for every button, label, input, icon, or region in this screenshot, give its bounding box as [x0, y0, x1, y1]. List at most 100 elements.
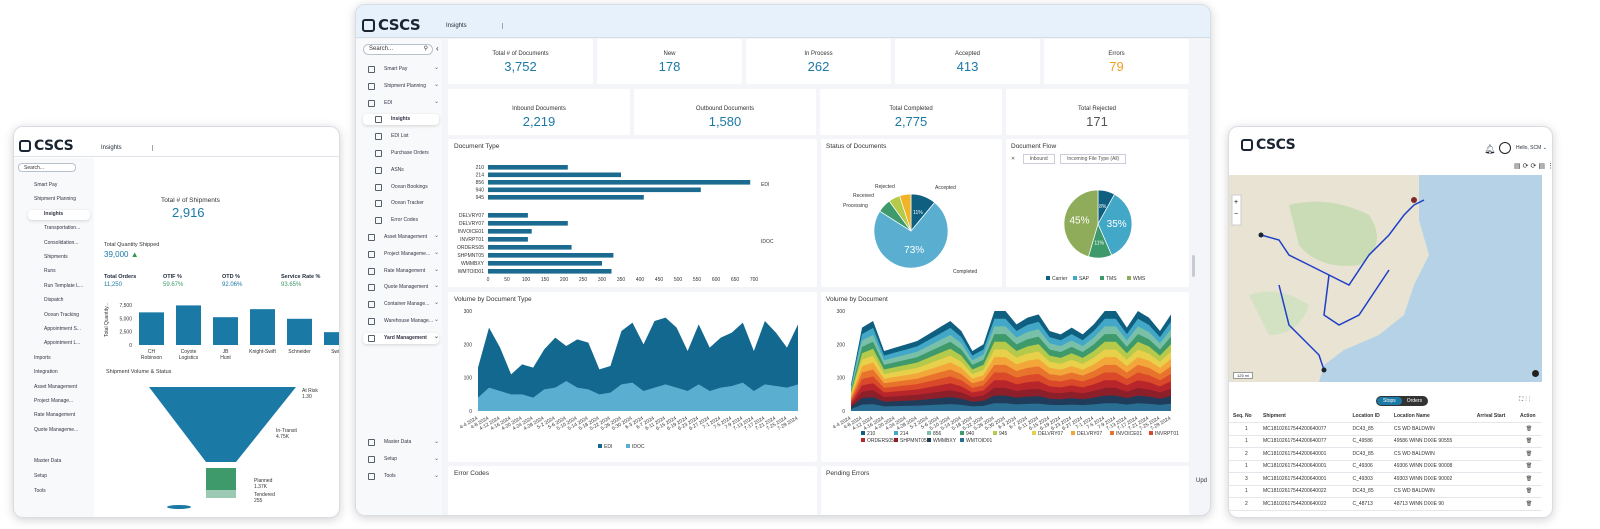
- main-tab-insights[interactable]: Insights: [446, 23, 503, 29]
- table-header-cell[interactable]: Location Name: [1389, 410, 1473, 423]
- filter-file-type[interactable]: Incoming File Type (All): [1060, 154, 1127, 164]
- left-sidebar-item[interactable]: Asset Management: [34, 383, 78, 390]
- toolbar-icons[interactable]: ▤⟳⟳▤⋮: [1514, 163, 1553, 170]
- left-sidebar-item[interactable]: Appointment S...: [44, 326, 81, 332]
- pie-slice[interactable]: [873, 201, 949, 269]
- main-sidebar-item[interactable]: Insights: [363, 114, 439, 126]
- delete-icon[interactable]: 🗑︎: [1516, 497, 1542, 511]
- doc-type-bar[interactable]: [488, 237, 528, 242]
- doc-type-bar[interactable]: [488, 269, 612, 274]
- doc-type-bar[interactable]: [488, 213, 528, 218]
- left-bar[interactable]: [287, 318, 312, 345]
- left-sidebar-bottom-item[interactable]: Tools: [34, 488, 46, 494]
- delete-icon[interactable]: 🗑︎: [1516, 472, 1542, 486]
- left-bar[interactable]: [250, 309, 275, 345]
- table-row[interactable]: 3 MC18102617544200640001 C_49303 49303 WINN…: [1229, 472, 1542, 486]
- main-sidebar-item[interactable]: Error Codes: [363, 215, 439, 226]
- doc-type-bar[interactable]: [488, 261, 602, 266]
- left-sidebar-item[interactable]: Integration: [34, 369, 58, 376]
- main-sidebar-bottom-item[interactable]: Master Data ⌄: [363, 438, 439, 449]
- main-sidebar-item[interactable]: Asset Management ⌄: [363, 232, 439, 243]
- doc-type-bar[interactable]: [488, 195, 644, 200]
- table-tool-icons[interactable]: ⛶⋮⋮: [1519, 397, 1533, 403]
- doc-type-bar[interactable]: [488, 172, 621, 178]
- collapse-sidebar-icon[interactable]: ‹: [436, 44, 439, 53]
- table-header-cell[interactable]: Location ID: [1348, 410, 1390, 423]
- pie-slice[interactable]: [899, 193, 912, 232]
- main-sidebar-item[interactable]: Ocean Bookings: [363, 182, 439, 193]
- left-sidebar-item[interactable]: Appointment L...: [44, 340, 81, 347]
- delete-icon[interactable]: 🗑︎: [1516, 435, 1542, 448]
- table-row[interactable]: 1 MC18102617544200640077 C_49586 49586 WINN…: [1229, 435, 1542, 448]
- area-series-idoc[interactable]: [478, 381, 798, 411]
- left-sidebar-item[interactable]: Quote Manageme...: [34, 426, 79, 433]
- doc-type-bar[interactable]: [488, 187, 701, 193]
- doc-type-bar[interactable]: [488, 245, 572, 250]
- main-sidebar-item[interactable]: Smart Pay ⌄: [363, 64, 439, 75]
- stack-layer[interactable]: [851, 403, 1171, 411]
- left-bar[interactable]: [139, 312, 164, 345]
- main-sidebar-item[interactable]: Yard Management ⌄: [363, 332, 439, 344]
- delete-icon[interactable]: 🗑︎: [1516, 422, 1542, 436]
- table-row[interactable]: 2 MC18102617544200640022 C_48713 48713 WINN…: [1229, 497, 1542, 511]
- main-sidebar-bottom-item[interactable]: Setup ⌄: [363, 455, 439, 466]
- main-sidebar-item[interactable]: Warehouse Manage... ⌄: [363, 316, 439, 327]
- zoom-out-icon[interactable]: −: [1234, 211, 1238, 218]
- map-stop-1[interactable]: [1258, 232, 1264, 238]
- doc-type-bar[interactable]: [488, 165, 568, 170]
- left-sidebar-item[interactable]: Shipments: [44, 254, 68, 260]
- left-tab-insights[interactable]: Insights: [101, 145, 153, 151]
- main-search-input[interactable]: Search... ⚲: [363, 44, 433, 55]
- left-sidebar-item[interactable]: Imports: [34, 354, 51, 361]
- map-info-icon[interactable]: [1532, 370, 1539, 377]
- main-sidebar-item[interactable]: Purchase Orders: [363, 148, 439, 159]
- left-sidebar-item[interactable]: Project Manage...: [34, 398, 74, 404]
- left-sidebar-bottom-item[interactable]: Setup: [34, 473, 48, 479]
- main-sidebar-item[interactable]: EDI ⌄: [363, 98, 439, 109]
- delete-icon[interactable]: 🗑︎: [1516, 485, 1542, 498]
- delete-icon[interactable]: 🗑︎: [1516, 460, 1542, 473]
- table-row[interactable]: 1 MC18102617544200640001 C_49306 49306 WINN…: [1229, 460, 1542, 473]
- left-search-input[interactable]: Search...: [18, 163, 76, 172]
- user-avatar-icon[interactable]: [1499, 142, 1511, 154]
- main-sidebar-item[interactable]: Shipment Planning ⌄: [363, 81, 439, 92]
- zoom-in-icon[interactable]: +: [1234, 199, 1238, 206]
- left-sidebar-item[interactable]: Run Template L...: [44, 282, 84, 289]
- clear-filter-icon[interactable]: ✕: [1011, 156, 1016, 162]
- left-sidebar-item[interactable]: Rate Management: [34, 412, 76, 419]
- table-header-cell[interactable]: Arrival Start: [1472, 410, 1516, 423]
- table-row[interactable]: 2 MC18102617544200640001 DC43_85 CS WD BALD…: [1229, 447, 1542, 461]
- doc-type-bar[interactable]: [488, 229, 532, 234]
- left-sidebar-item[interactable]: Transportation...: [44, 225, 81, 232]
- main-sidebar-item[interactable]: Rate Management ⌄: [363, 266, 439, 277]
- left-sidebar-bottom-item[interactable]: Master Data: [34, 458, 62, 464]
- filter-inbound[interactable]: Inbound: [1022, 154, 1055, 164]
- left-sidebar-item[interactable]: Runs: [44, 268, 56, 275]
- tab-orders[interactable]: Orders: [1406, 398, 1423, 404]
- user-greeting[interactable]: Hello, SCM ⌄: [1516, 145, 1547, 151]
- doc-type-bar[interactable]: [488, 253, 614, 258]
- left-bar[interactable]: [176, 305, 201, 345]
- left-sidebar-item[interactable]: Dispatch: [44, 297, 64, 304]
- table-header-cell[interactable]: Seq. No: [1229, 410, 1260, 423]
- route-map[interactable]: + −: [1229, 175, 1542, 382]
- left-sidebar-item[interactable]: Insights: [28, 209, 90, 220]
- table-header-cell[interactable]: Shipment: [1259, 410, 1349, 423]
- left-bar[interactable]: [324, 332, 340, 345]
- left-sidebar-item[interactable]: Ocean Tracking: [44, 311, 80, 318]
- table-header-cell[interactable]: Action: [1516, 410, 1542, 423]
- map-stop-3[interactable]: [1411, 197, 1417, 203]
- main-sidebar-item[interactable]: Ocean Tracker: [363, 198, 439, 209]
- bell-icon[interactable]: 🔔︎: [1484, 144, 1496, 154]
- main-sidebar-item[interactable]: ASNs: [363, 165, 439, 176]
- zoom-control[interactable]: [1231, 194, 1242, 226]
- tab-stops[interactable]: Stops: [1377, 397, 1402, 405]
- table-row[interactable]: 1 MC18102617544200640077 DC43_85 CS WD BALD…: [1229, 422, 1542, 436]
- main-sidebar-item[interactable]: Quote Management ⌄: [363, 282, 439, 293]
- left-sidebar-item[interactable]: Shipment Planning: [34, 196, 76, 203]
- pie-slice[interactable]: [1097, 193, 1133, 256]
- main-sidebar-item[interactable]: EDI List: [363, 131, 439, 142]
- left-sidebar-item[interactable]: Consolidation...: [44, 239, 79, 246]
- table-row[interactable]: 1 MC18102617544200640022 DC43_85 CS WD BALD…: [1229, 485, 1542, 498]
- main-sidebar-item[interactable]: Container Manage... ⌄: [363, 299, 439, 310]
